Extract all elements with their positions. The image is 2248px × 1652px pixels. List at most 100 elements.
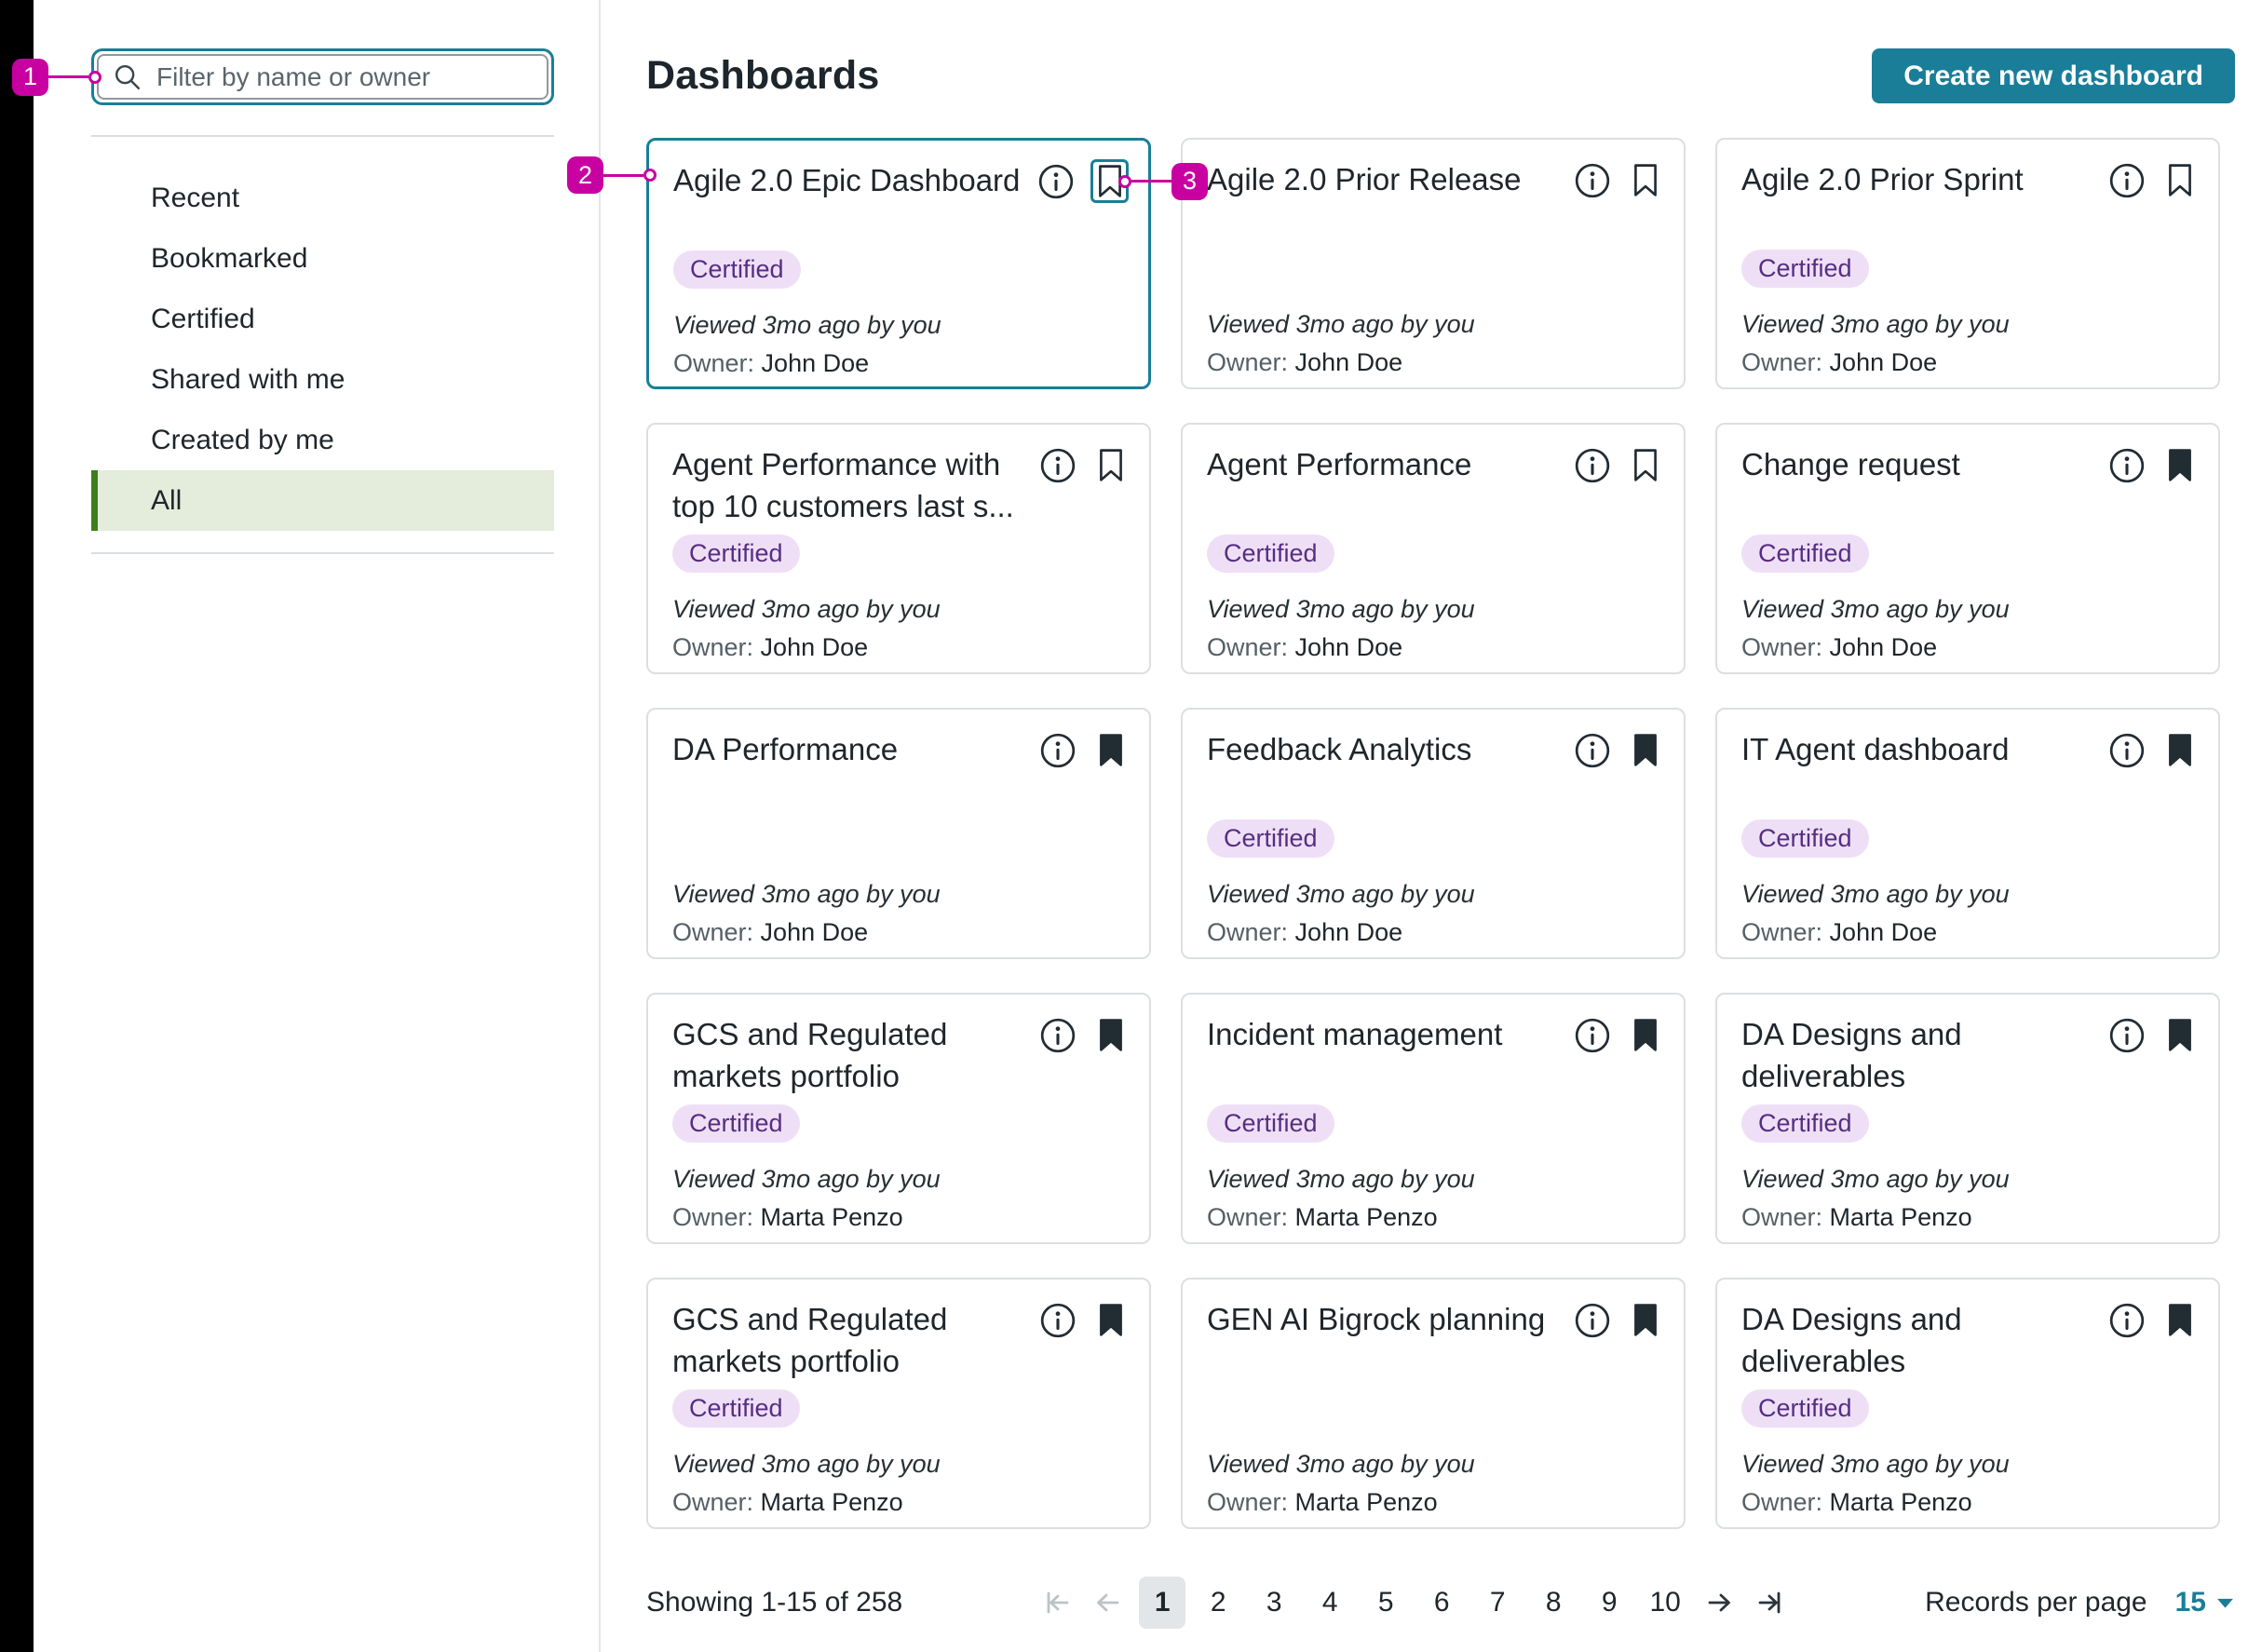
- info-icon-button[interactable]: [1039, 447, 1077, 484]
- owner-text: Owner: John Doe: [1207, 918, 1402, 947]
- bookmark-toggle[interactable]: [2166, 1302, 2194, 1338]
- sidebar-item-bookmarked[interactable]: Bookmarked: [151, 242, 308, 274]
- page-button-3[interactable]: 3: [1251, 1577, 1297, 1629]
- certified-badge: Certified: [1207, 819, 1334, 858]
- dashboard-card[interactable]: Agile 2.0 Prior Sprint Certified Viewed 3m…: [1715, 138, 2220, 389]
- last-page-button[interactable]: [1750, 1581, 1793, 1624]
- dashboard-card[interactable]: Agile 2.0 Epic Dashboard 3 Certified Viewed…: [567, 138, 1208, 389]
- info-icon: [1040, 1018, 1076, 1053]
- owner-text: Owner: John Doe: [1741, 918, 1937, 947]
- records-per-page-value: 15: [2174, 1587, 2206, 1618]
- dashboard-card[interactable]: Change request Certified Viewed 3mo ago by…: [1715, 423, 2220, 674]
- owner-text: Owner: John Doe: [1207, 633, 1402, 662]
- bookmark-toggle[interactable]: [1097, 447, 1125, 483]
- dashboard-card[interactable]: GCS and Regulated markets portfolio Certi…: [646, 993, 1151, 1244]
- info-icon-button[interactable]: [2108, 732, 2146, 769]
- dashboard-card[interactable]: GEN AI Bigrock planning Viewed 3mo ago by…: [1181, 1278, 1686, 1529]
- bookmark-toggle[interactable]: [2166, 447, 2194, 483]
- card-title: Incident management: [1207, 1017, 1503, 1051]
- showing-count: Showing 1-15 of 258: [646, 1587, 903, 1618]
- info-icon-button[interactable]: [2108, 162, 2146, 199]
- sidebar-item-created-by-me[interactable]: Created by me: [151, 424, 334, 455]
- info-icon-button[interactable]: [1039, 1017, 1077, 1054]
- viewed-text: Viewed 3mo ago by you: [672, 880, 941, 908]
- dashboard-card[interactable]: Agent Performance Certified Viewed 3mo ago…: [1181, 423, 1686, 674]
- card-header: Feedback Analytics: [1207, 728, 1659, 770]
- previous-page-button[interactable]: [1087, 1581, 1130, 1624]
- dashboard-card[interactable]: Incident management Certified Viewed 3mo a…: [1181, 993, 1686, 1244]
- bookmark-toggle[interactable]: [1097, 1302, 1125, 1338]
- certified-badge: Certified: [672, 1104, 800, 1143]
- search-input[interactable]: [156, 61, 534, 92]
- certified-badge: Certified: [672, 1389, 800, 1428]
- bookmark-toggle[interactable]: [1632, 1017, 1659, 1053]
- info-icon-button[interactable]: [1574, 732, 1611, 769]
- page-button-7[interactable]: 7: [1474, 1577, 1521, 1629]
- dashboard-card[interactable]: DA Performance Viewed 3mo ago by you Owner…: [646, 708, 1151, 959]
- bookmark-toggle[interactable]: [1632, 1302, 1659, 1338]
- page-button-10[interactable]: 10: [1642, 1577, 1688, 1629]
- annotation-highlight-ring-bookmark: 3: [1090, 159, 1208, 203]
- dashboard-card[interactable]: DA Designs and deliverables Certified View…: [1715, 1278, 2220, 1529]
- info-icon-button[interactable]: [2108, 447, 2146, 484]
- dashboard-card[interactable]: Agile 2.0 Prior Release Viewed 3mo ago by…: [1181, 138, 1686, 389]
- bookmark-toggle[interactable]: [2166, 732, 2194, 768]
- info-icon-button[interactable]: [1574, 1017, 1611, 1054]
- info-icon: [1038, 164, 1074, 199]
- sidebar-item-recent[interactable]: Recent: [151, 182, 240, 213]
- records-per-page-dropdown[interactable]: 15: [2175, 1587, 2235, 1618]
- page-button-9[interactable]: 9: [1586, 1577, 1632, 1629]
- bookmark-icon: [1634, 1304, 1657, 1336]
- card-title: DA Designs and deliverables: [1741, 1302, 1962, 1378]
- card-header: IT Agent dashboard: [1741, 728, 2194, 770]
- sidebar-item-certified[interactable]: Certified: [151, 303, 255, 334]
- info-icon-button[interactable]: [1037, 163, 1075, 200]
- bookmark-toggle[interactable]: [1632, 732, 1659, 768]
- page-button-4[interactable]: 4: [1307, 1577, 1353, 1629]
- owner-name: Marta Penzo: [1294, 1488, 1438, 1516]
- info-icon-button[interactable]: [1039, 732, 1077, 769]
- page-button-1[interactable]: 1: [1139, 1577, 1186, 1629]
- page-button-2[interactable]: 2: [1195, 1577, 1241, 1629]
- bookmark-icon: [1100, 1304, 1122, 1336]
- sidebar-divider: [91, 552, 554, 554]
- viewed-text: Viewed 3mo ago by you: [1741, 310, 2010, 338]
- bookmark-toggle[interactable]: [1632, 162, 1659, 198]
- info-icon-button[interactable]: [1574, 447, 1611, 484]
- bookmark-toggle[interactable]: [1097, 1017, 1125, 1053]
- card-actions: [2108, 1017, 2194, 1097]
- dashboard-card[interactable]: Feedback Analytics Certified Viewed 3mo ag…: [1181, 708, 1686, 959]
- card-actions: [2108, 162, 2194, 200]
- bookmark-toggle[interactable]: [1097, 732, 1125, 768]
- card-title: DA Designs and deliverables: [1741, 1017, 1962, 1093]
- info-icon-button[interactable]: [1574, 162, 1611, 199]
- next-page-button[interactable]: [1698, 1581, 1740, 1624]
- first-page-button[interactable]: [1035, 1581, 1077, 1624]
- owner-label: Owner:: [1207, 918, 1289, 946]
- dashboard-card[interactable]: GCS and Regulated markets portfolio Certi…: [646, 1278, 1151, 1529]
- info-icon-button[interactable]: [2108, 1017, 2146, 1054]
- owner-label: Owner:: [672, 1488, 754, 1516]
- bookmark-toggle[interactable]: [2166, 162, 2194, 198]
- sidebar-divider: [91, 135, 554, 137]
- info-icon-button[interactable]: [1039, 1302, 1077, 1339]
- bookmark-toggle[interactable]: [1632, 447, 1659, 483]
- page-button-6[interactable]: 6: [1418, 1577, 1465, 1629]
- dashboard-card[interactable]: Agent Performance with top 10 customers …: [646, 423, 1151, 674]
- viewed-text: Viewed 3mo ago by you: [1207, 1165, 1475, 1193]
- info-icon-button[interactable]: [2108, 1302, 2146, 1339]
- viewed-text: Viewed 3mo ago by you: [1741, 595, 2010, 623]
- page-button-8[interactable]: 8: [1530, 1577, 1577, 1629]
- bookmark-toggle[interactable]: [1096, 163, 1124, 199]
- info-icon-button[interactable]: [1574, 1302, 1611, 1339]
- sidebar-item-all[interactable]: All: [91, 470, 554, 531]
- search-filter[interactable]: [97, 54, 548, 100]
- dashboard-card[interactable]: DA Designs and deliverables Certified View…: [1715, 993, 2220, 1244]
- page-button-5[interactable]: 5: [1362, 1577, 1409, 1629]
- owner-label: Owner:: [1741, 918, 1823, 946]
- sidebar-item-shared-with-me[interactable]: Shared with me: [151, 363, 345, 395]
- create-new-dashboard-button[interactable]: Create new dashboard: [1872, 48, 2235, 103]
- dashboard-card[interactable]: IT Agent dashboard Certified Viewed 3mo ag…: [1715, 708, 2220, 959]
- bookmark-icon: [2169, 734, 2191, 766]
- bookmark-toggle[interactable]: [2166, 1017, 2194, 1053]
